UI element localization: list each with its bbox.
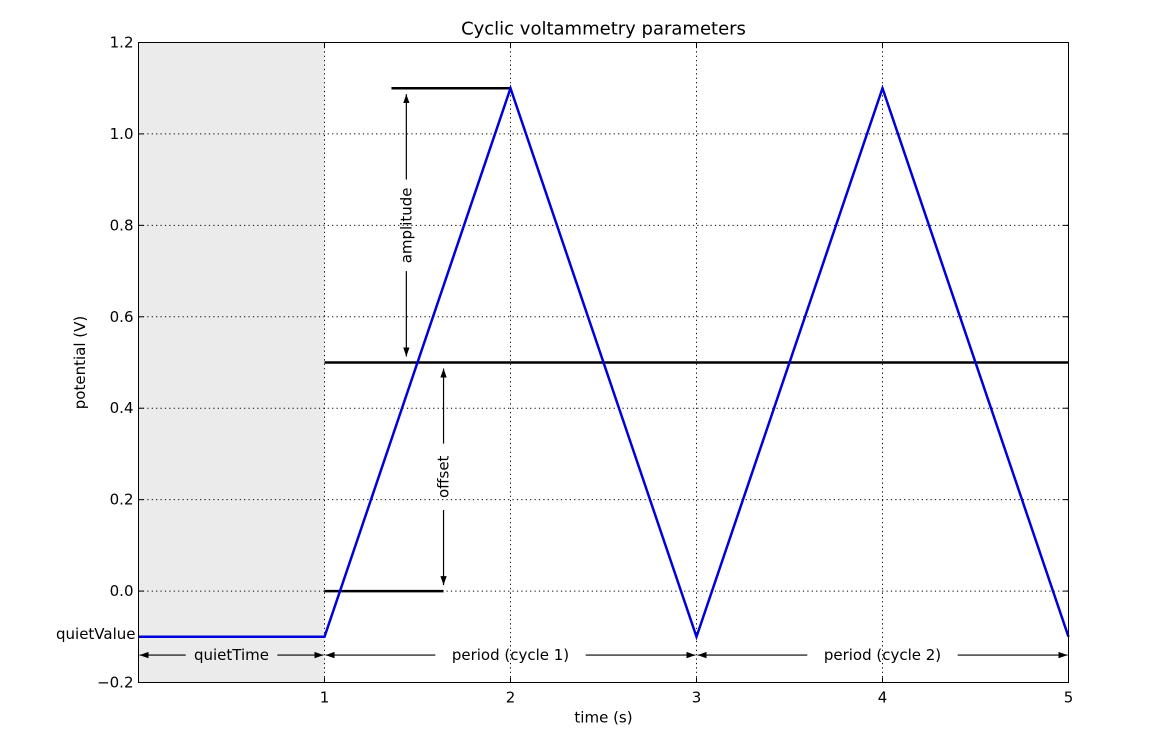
annotation-label: period (cycle 2)	[824, 646, 941, 664]
potential-waveform-line	[138, 84, 1070, 641]
annotation-label: period (cycle 1)	[452, 646, 569, 664]
annotation-offset: offset	[435, 368, 453, 586]
y-tick-label: 0.4	[110, 399, 134, 417]
x-tick-label: 1	[320, 689, 330, 707]
x-tick-label: 5	[1064, 689, 1074, 707]
x-tick-label: 3	[692, 689, 702, 707]
chart-title: Cyclic voltammetry parameters	[461, 19, 746, 40]
x-axis-label: time (s)	[574, 709, 632, 727]
x-tick-label: 2	[506, 689, 516, 707]
plot-frame	[138, 42, 1069, 683]
y-axis-label: potential (V)	[71, 316, 89, 409]
annotation-amplitude: amplitude	[397, 94, 415, 357]
y-tick-label: 1.0	[110, 125, 134, 143]
y-tick-label: 0.0	[110, 582, 134, 600]
y-tick-label: 1.2	[110, 34, 134, 52]
annotation-label: quietTime	[194, 646, 269, 664]
y-tick-label: 0.6	[110, 308, 134, 326]
y-tick-label: −0.2	[97, 674, 133, 692]
y-tick-label: 0.8	[110, 216, 134, 234]
annotation-label: offset	[435, 455, 453, 498]
annotation-label: amplitude	[397, 187, 415, 263]
annotation-period-cycle-2: period (cycle 2)	[697, 646, 1068, 664]
x-tick-label: 4	[878, 689, 888, 707]
quiet-time-region	[138, 42, 325, 683]
annotation-quiettime: quietTime	[139, 646, 324, 664]
y-tick-label: 0.2	[110, 491, 134, 509]
quiet-value-label: quietValue	[56, 625, 136, 643]
annotation-period-cycle-1: period (cycle 1)	[325, 646, 696, 664]
